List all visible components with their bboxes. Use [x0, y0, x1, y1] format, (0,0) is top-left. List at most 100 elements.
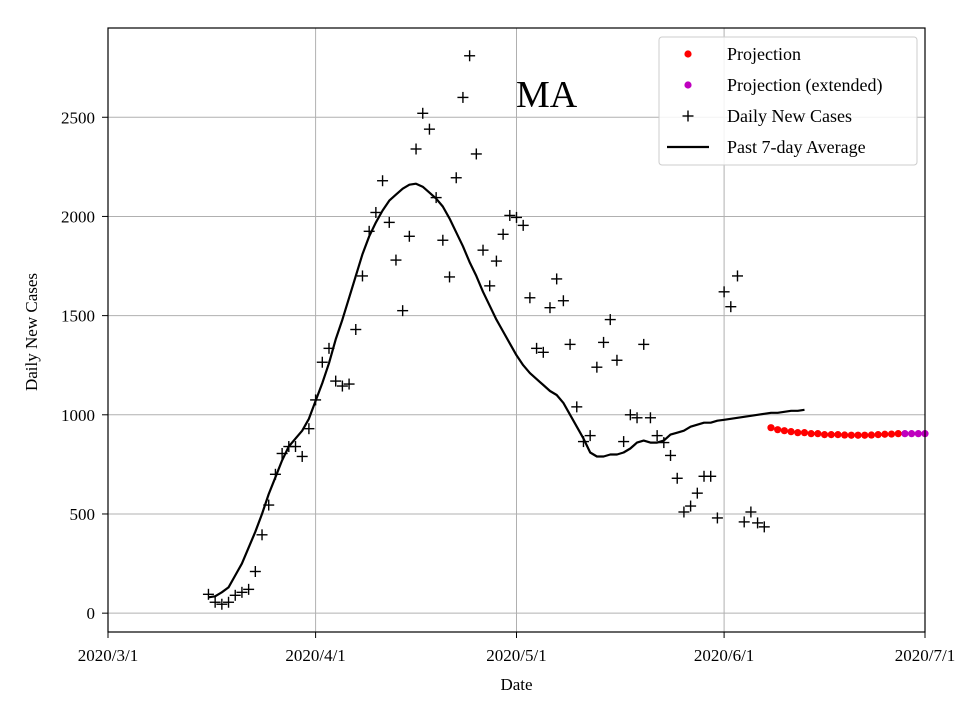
- daily-point: [216, 598, 228, 610]
- daily-point: [370, 206, 382, 218]
- daily-point: [618, 436, 630, 448]
- daily-point: [397, 305, 409, 317]
- daily-point: [296, 450, 308, 462]
- y-tick-label: 500: [70, 505, 96, 524]
- daily-point: [551, 273, 563, 285]
- legend-item-projection: Projection: [684, 44, 801, 64]
- daily-point: [524, 292, 536, 304]
- y-tick-label: 2500: [61, 108, 95, 127]
- daily-point: [711, 512, 723, 524]
- daily-point: [557, 295, 569, 307]
- daily-point: [564, 338, 576, 350]
- daily-point: [430, 192, 442, 204]
- projection-point: [874, 431, 882, 439]
- daily-point: [363, 225, 375, 237]
- x-axis-label: Date: [500, 675, 532, 694]
- legend-item-projection-extended: Projection (extended): [684, 75, 882, 96]
- daily-point: [464, 50, 476, 62]
- daily-point: [725, 301, 737, 313]
- daily-point: [651, 430, 663, 442]
- y-axis: 0 500 1000 1500 2000 2500: [61, 108, 108, 623]
- daily-point: [752, 517, 764, 529]
- daily-point: [383, 216, 395, 228]
- legend-label: Daily New Cases: [727, 106, 852, 126]
- projection-point: [841, 431, 849, 439]
- y-tick-label: 1000: [61, 406, 95, 425]
- y-axis-label: Daily New Cases: [22, 273, 41, 391]
- y-tick-label: 1500: [61, 307, 95, 326]
- projection-point: [827, 431, 835, 439]
- daily-point: [243, 583, 255, 595]
- legend-label: Projection: [727, 44, 801, 64]
- daily-point: [517, 219, 529, 231]
- projection-point: [787, 428, 795, 436]
- daily-point: [678, 506, 690, 518]
- daily-points-group: [202, 50, 770, 610]
- daily-point: [336, 380, 348, 392]
- projection-point: [861, 431, 869, 439]
- daily-point: [209, 596, 221, 608]
- y-tick-label: 2000: [61, 207, 95, 226]
- x-tick-label: 2020/4/1: [285, 646, 345, 665]
- x-tick-label: 2020/3/1: [78, 646, 138, 665]
- daily-point: [758, 521, 770, 533]
- projection-point: [800, 429, 809, 437]
- daily-point: [598, 336, 610, 348]
- daily-point: [584, 430, 596, 442]
- daily-point: [249, 566, 261, 578]
- daily-point: [591, 361, 603, 373]
- daily-point: [745, 506, 757, 518]
- daily-point: [437, 234, 449, 246]
- projection-points-group: [767, 424, 902, 439]
- daily-point: [303, 423, 315, 435]
- daily-point: [718, 286, 730, 298]
- daily-point: [417, 107, 429, 119]
- daily-point: [350, 324, 362, 336]
- daily-point: [638, 338, 650, 350]
- legend-label: Projection (extended): [727, 75, 882, 96]
- legend-item-daily: Daily New Cases: [682, 106, 852, 126]
- projection-point: [867, 431, 876, 439]
- daily-point: [691, 487, 703, 499]
- daily-point: [604, 314, 616, 326]
- daily-point: [738, 516, 750, 528]
- daily-point: [229, 589, 241, 601]
- projection-point: [894, 430, 902, 438]
- daily-point: [276, 447, 288, 459]
- daily-point: [477, 244, 489, 256]
- daily-point: [343, 378, 355, 390]
- daily-point: [316, 356, 328, 368]
- projection-point: [820, 431, 829, 439]
- daily-point: [490, 255, 502, 267]
- projection-point: [887, 430, 896, 438]
- daily-point: [457, 91, 469, 103]
- daily-point: [685, 500, 697, 512]
- daily-point: [356, 270, 368, 282]
- legend-marker: [684, 50, 692, 58]
- daily-point: [504, 209, 516, 221]
- legend-marker: [682, 110, 694, 122]
- projection-point: [780, 427, 788, 435]
- legend-box: [658, 36, 918, 166]
- daily-point: [665, 449, 677, 461]
- daily-point: [290, 441, 302, 453]
- daily-point: [484, 280, 496, 292]
- daily-point: [511, 211, 522, 223]
- projection-point: [834, 431, 842, 439]
- daily-point: [531, 342, 543, 354]
- daily-point: [705, 470, 717, 482]
- projection-point: [854, 431, 862, 439]
- daily-point: [731, 270, 743, 282]
- daily-point: [410, 143, 422, 155]
- average-line: [208, 182, 805, 599]
- daily-point: [263, 499, 275, 511]
- state-annotation: MA: [516, 74, 578, 116]
- daily-point: [390, 254, 402, 266]
- projection-point: [794, 429, 802, 437]
- daily-point: [377, 175, 389, 187]
- daily-point: [544, 302, 556, 314]
- legend: Projection Projection (extended) Daily New…: [658, 36, 918, 166]
- daily-point: [577, 436, 589, 448]
- daily-point: [310, 394, 322, 406]
